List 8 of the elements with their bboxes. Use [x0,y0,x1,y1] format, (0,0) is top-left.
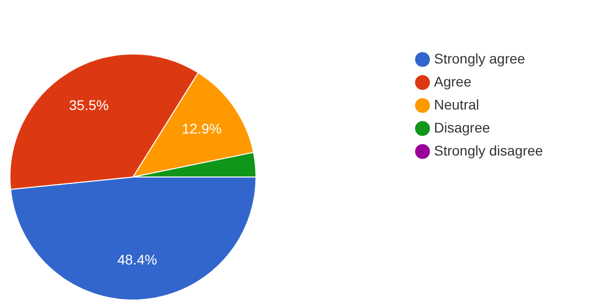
data-label: 48.4% [117,252,158,268]
data-label: 35.5% [69,96,109,113]
legend-label: Strongly agree [434,50,526,66]
data-label: 12.9% [182,120,222,136]
legend-label: Neutral [434,96,480,112]
legend-label: Agree [434,74,472,90]
legend-label: Disagree [434,120,490,136]
legend-label: Strongly disagree [434,142,544,158]
